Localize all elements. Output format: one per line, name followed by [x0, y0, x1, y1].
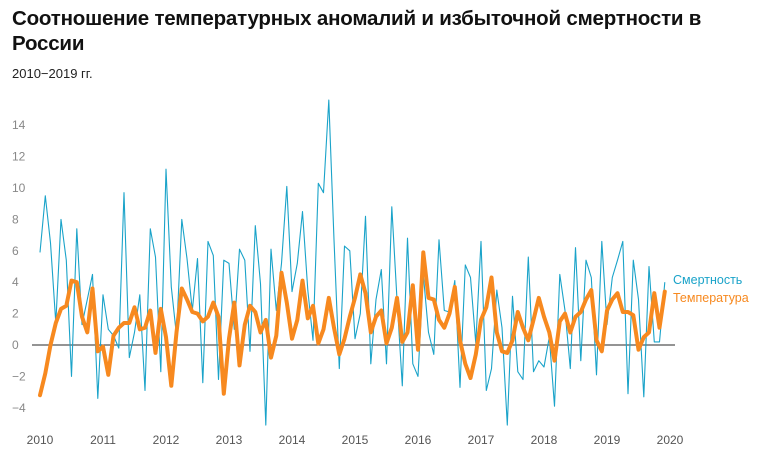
x-tick-label: 2010 — [27, 433, 54, 447]
x-tick-label: 2017 — [468, 433, 495, 447]
legend-temperatura: Температура — [673, 291, 749, 305]
series-line-smertnost — [39, 99, 666, 426]
x-tick-label: 2020 — [657, 433, 684, 447]
y-tick-label: −2 — [12, 369, 26, 383]
chart-title: Соотношение температурных аномалий и изб… — [12, 7, 702, 55]
y-tick-label: 0 — [12, 338, 19, 352]
x-tick-label: 2015 — [342, 433, 369, 447]
y-tick-label: 8 — [12, 212, 19, 226]
x-tick-label: 2014 — [279, 433, 306, 447]
x-tick-label: 2018 — [531, 433, 558, 447]
x-tick-label: 2013 — [216, 433, 243, 447]
x-tick-label: 2019 — [594, 433, 621, 447]
y-tick-label: 2 — [12, 307, 19, 321]
y-tick-label: 10 — [12, 181, 26, 195]
x-tick-label: 2016 — [405, 433, 432, 447]
y-tick-label: −4 — [12, 401, 26, 415]
x-tick-label: 2012 — [153, 433, 180, 447]
chart-subtitle: 2010−2019 гг. — [12, 66, 93, 81]
legend-smertnost: Смертность — [673, 273, 742, 287]
series-line-temperatura — [38, 250, 667, 398]
y-tick-label: 12 — [12, 150, 26, 164]
y-tick-label: 14 — [12, 118, 26, 132]
y-tick-label: 4 — [12, 275, 19, 289]
x-tick-label: 2011 — [90, 433, 116, 447]
y-tick-label: 6 — [12, 244, 19, 258]
